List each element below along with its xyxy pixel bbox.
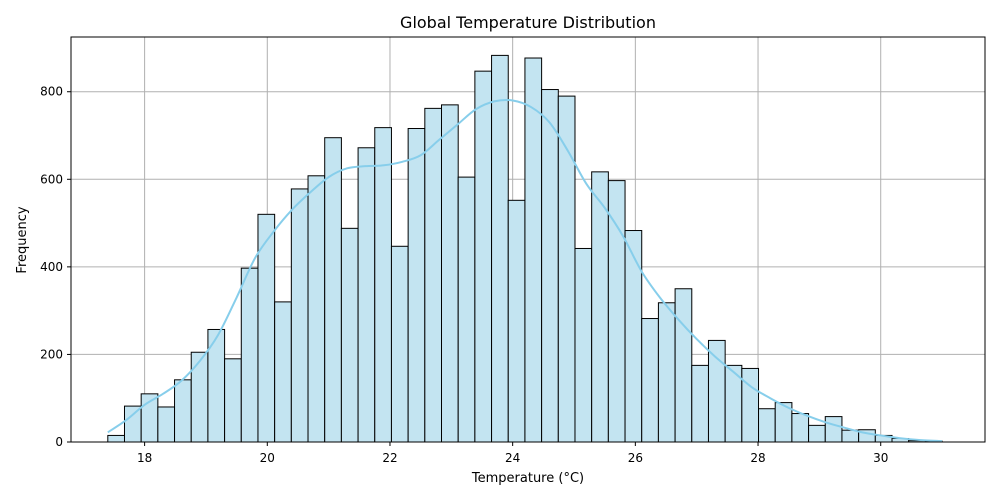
x-tick-label: 30 [873,451,888,465]
histogram-bar [758,408,776,443]
y-tick-label: 600 [40,172,63,186]
histogram-bar [374,127,392,443]
y-tick-label: 800 [40,85,63,99]
histogram-bar [190,351,209,443]
y-tick-label: 400 [40,260,63,274]
histogram-bar [491,54,509,443]
histogram-bar [691,364,709,443]
histogram-bar [123,405,142,443]
histogram-bar [107,434,125,443]
histogram-bar [524,57,543,443]
y-axis-label: Frequency [15,206,30,273]
histogram-bar [224,358,242,443]
y-tick-label: 200 [40,347,63,361]
histogram-bar [307,175,326,443]
x-tick-label: 24 [505,451,520,465]
histogram-bar [474,70,493,443]
histogram-bar [657,302,676,443]
histogram-bar [824,416,843,443]
histogram-bar [841,429,860,443]
histogram-bar [808,424,826,443]
x-tick-label: 26 [628,451,643,465]
x-tick-label: 20 [260,451,275,465]
x-tick-label: 22 [382,451,397,465]
y-tick-label: 0 [55,435,63,449]
kde-line [107,98,943,443]
histogram-bar [390,245,409,443]
histogram-bar [174,379,192,443]
histogram-bar [707,339,726,443]
histogram-bar [340,227,359,443]
histogram-bar [274,301,292,443]
x-tick-label: 18 [137,451,152,465]
axis-ticks: 18 20 22 24 26 28 30 0 200 400 600 800 [40,85,888,465]
histogram-bar [541,89,559,443]
histogram-bar [441,104,459,443]
x-axis-label: Temperature (°C) [471,471,584,486]
histogram-bar [240,267,259,443]
histogram-bar [791,413,810,443]
histogram-bar [741,367,760,443]
histogram-bar [457,176,476,443]
histogram-bar [290,188,309,443]
histogram-bar [641,318,659,443]
histogram-bar [574,247,593,443]
histogram-bar [407,128,426,443]
histogram-bar [607,180,626,443]
histogram-bars [107,54,943,443]
histogram-bar [424,107,443,443]
histogram-bar [357,147,376,443]
histogram-bar [624,230,643,443]
histogram-bar [591,171,609,443]
chart-title: Global Temperature Distribution [400,13,656,32]
histogram-bar [157,406,176,443]
kde-curve [107,98,943,443]
histogram-bar [674,288,693,443]
histogram-bar [507,199,526,443]
plot-frame [70,36,986,443]
histogram-bar [324,137,342,443]
x-tick-label: 28 [750,451,765,465]
